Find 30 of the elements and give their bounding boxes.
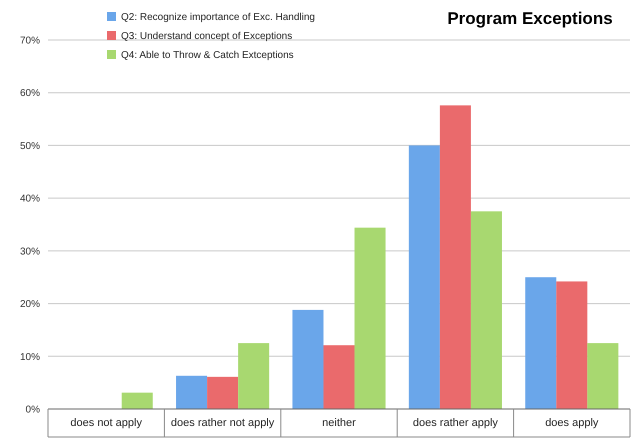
bar: [440, 105, 471, 409]
x-tick-label: does apply: [545, 417, 599, 429]
legend-label: Q2: Recognize importance of Exc. Handling: [121, 12, 315, 23]
x-tick-label: does not apply: [70, 417, 142, 429]
x-tick-label: does rather not apply: [170, 417, 275, 429]
bar: [354, 228, 386, 409]
y-tick-label: 0%: [26, 404, 40, 416]
bar: [587, 343, 618, 409]
y-tick-label: 20%: [20, 299, 40, 310]
bar: [323, 345, 355, 409]
x-tick-label: does rather apply: [412, 417, 498, 429]
bar: [408, 145, 440, 409]
bar: [207, 376, 238, 409]
y-tick-label: 30%: [20, 246, 40, 258]
bar: [292, 310, 324, 409]
y-tick-label: 10%: [20, 352, 40, 363]
legend-label: Q3: Understand concept of Exceptions: [121, 31, 292, 42]
chart-title: Program Exceptions: [447, 9, 613, 28]
bar: [238, 343, 270, 409]
y-tick-label: 60%: [20, 88, 40, 100]
bar: [122, 392, 153, 409]
y-tick-label: 70%: [20, 36, 40, 46]
y-tick-label: 40%: [20, 194, 40, 205]
bar: [556, 281, 588, 409]
bar: [525, 277, 556, 409]
bar: [176, 376, 208, 409]
y-tick-label: 50%: [20, 140, 40, 152]
x-tick-label: neither: [322, 417, 356, 429]
bar: [470, 211, 502, 409]
legend-label: Q4: Able to Throw & Catch Extceptions: [121, 50, 294, 61]
